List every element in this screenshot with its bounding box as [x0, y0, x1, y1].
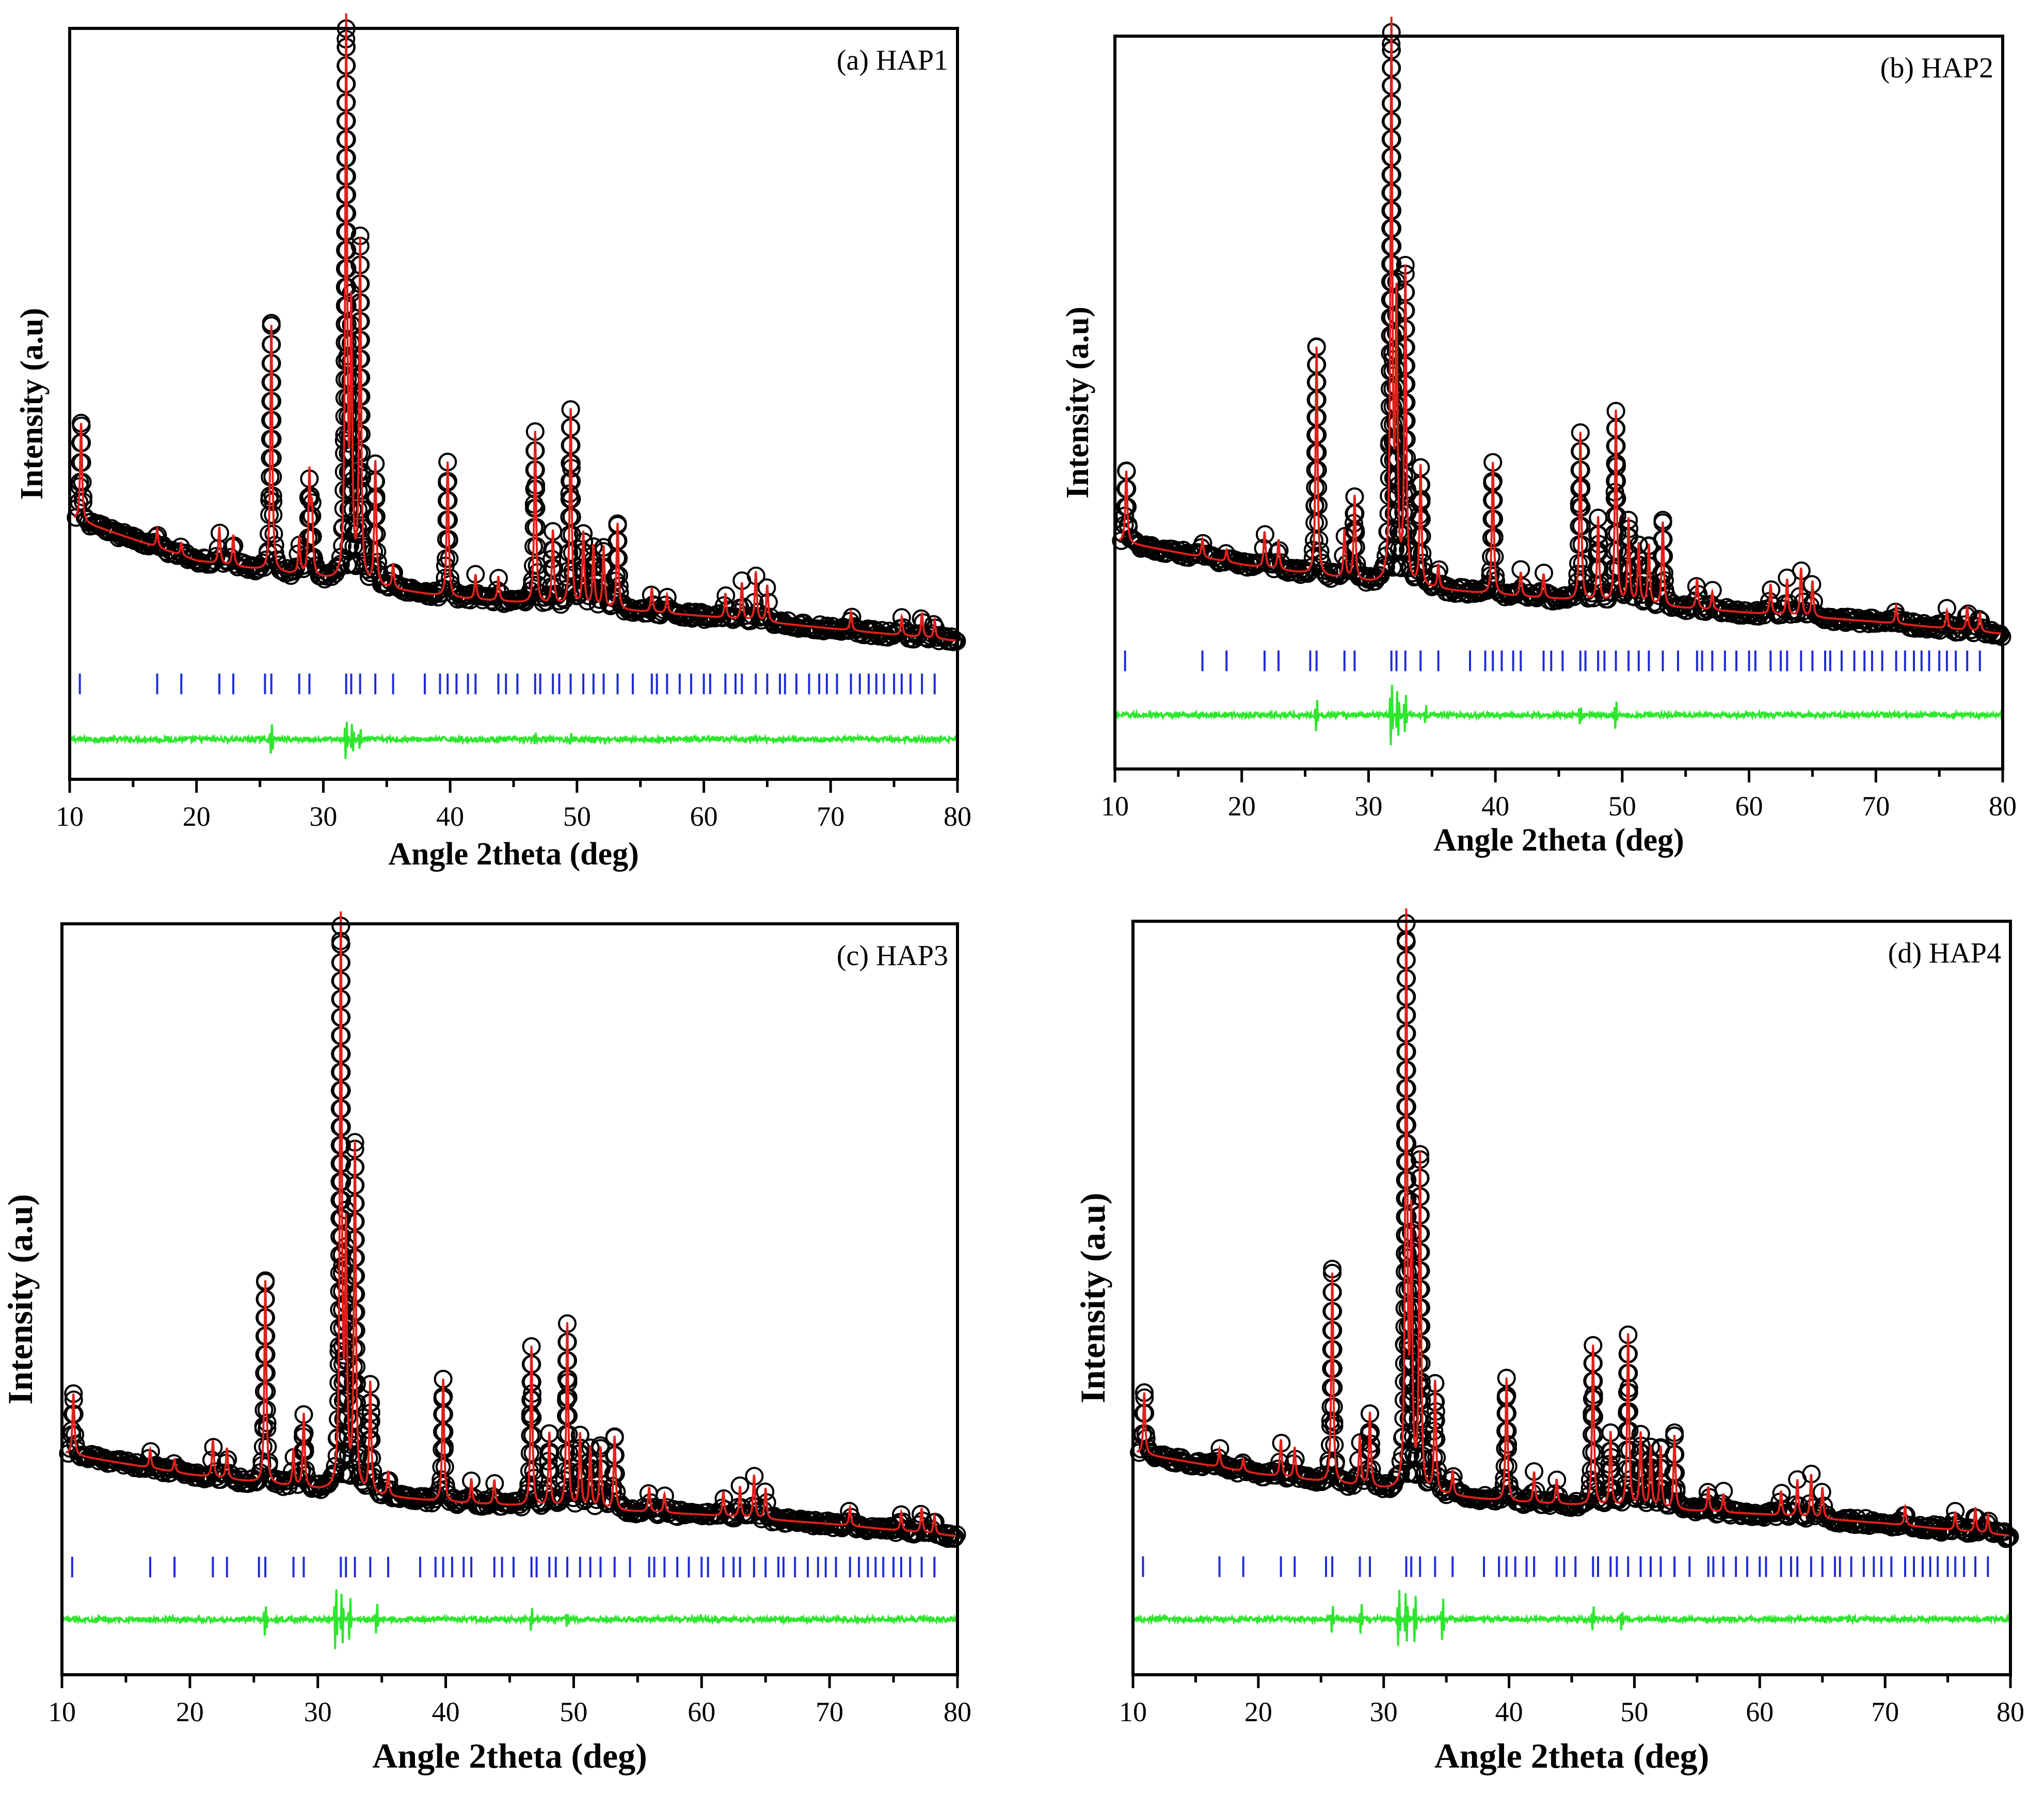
y-axis-label-c: Intensity (a.u) [1, 1194, 40, 1404]
observed-point-d-597 [1399, 1446, 1418, 1465]
plot-frame-b [1113, 35, 2004, 771]
x-tick-label-b-30: 30 [1354, 791, 1382, 822]
x-axis-label-a: Angle 2theta (deg) [388, 837, 639, 872]
panel-title-a: (a) HAP1 [837, 44, 948, 76]
bragg-ticks-d [1142, 1556, 1989, 1577]
x-tick-label-a-80: 80 [944, 801, 971, 832]
x-tick-label-d-50: 50 [1620, 1696, 1648, 1727]
x-tick-label-b-80: 80 [1989, 791, 2017, 822]
difference-curve-c [61, 1589, 959, 1649]
x-tick-label-a-40: 40 [436, 801, 464, 832]
observed-point-a-147 [328, 557, 346, 576]
x-tick-label-a-30: 30 [309, 801, 337, 832]
panel-title-d: (d) HAP4 [1888, 937, 2001, 969]
panel-title-b: (b) HAP2 [1880, 52, 1993, 84]
x-axis-a: 10 20 30 40 50 60 70 80 [56, 779, 971, 832]
y-axis-label-a: Intensity (a.u) [14, 308, 50, 500]
x-tick-label-c-80: 80 [944, 1696, 971, 1727]
x-tick-label-a-20: 20 [183, 801, 211, 832]
observed-point-a-637 [346, 556, 365, 575]
x-axis-label-d: Angle 2theta (deg) [1434, 1736, 1710, 1775]
x-axis-d: 10 20 30 40 50 60 70 80 [1119, 1675, 2024, 1727]
observed-point-a-639 [348, 537, 367, 556]
calculated-curve-b [1119, 17, 2003, 635]
x-tick-label-d-40: 40 [1495, 1696, 1523, 1727]
x-axis-label-c: Angle 2theta (deg) [372, 1736, 647, 1775]
difference-curve-a [69, 722, 959, 759]
y-axis-label-b: Intensity (a.u) [1060, 307, 1095, 499]
x-tick-label-c-20: 20 [176, 1696, 204, 1727]
x-tick-label-a-50: 50 [563, 801, 591, 832]
x-axis-b: 10 20 30 40 50 60 70 80 [1101, 769, 2017, 822]
observed-point-b-464 [1936, 612, 1955, 631]
bragg-ticks-c [71, 1557, 936, 1578]
observed-point-a-538 [301, 509, 320, 527]
panel-b: 10 20 30 40 50 60 70 80 (b) HAP2 Angle 2theta (de… [1060, 17, 2017, 858]
panel-title-c: (c) HAP3 [837, 940, 948, 972]
x-tick-label-d-70: 70 [1871, 1696, 1899, 1727]
x-tick-label-c-70: 70 [816, 1696, 843, 1727]
observed-point-b-495 [1991, 624, 2010, 644]
bragg-ticks-a [78, 674, 936, 695]
x-tick-label-c-30: 30 [304, 1696, 332, 1727]
difference-curve-b [1114, 684, 2003, 746]
x-tick-label-d-10: 10 [1119, 1696, 1147, 1727]
x-tick-label-a-10: 10 [56, 801, 84, 832]
x-tick-label-b-50: 50 [1608, 791, 1636, 822]
x-tick-label-b-10: 10 [1101, 791, 1129, 822]
bragg-ticks-b [1124, 650, 1981, 671]
observed-point-a-489 [935, 628, 954, 647]
x-tick-label-b-60: 60 [1735, 791, 1763, 822]
panel-a: 10 20 30 40 50 60 70 80 (a) HAP1 Angle 2theta (de… [14, 13, 971, 872]
x-tick-label-c-50: 50 [560, 1696, 587, 1727]
panel-c: 10 20 30 40 50 60 70 80 (c) HAP3 Angle 2theta (de… [1, 911, 971, 1775]
x-tick-label-d-80: 80 [1997, 1696, 2024, 1727]
x-tick-label-d-60: 60 [1746, 1696, 1774, 1727]
observed-points-b [1112, 23, 2011, 646]
x-tick-label-a-60: 60 [690, 801, 718, 832]
x-tick-label-b-40: 40 [1481, 791, 1509, 822]
observed-points-c [59, 917, 966, 1548]
observed-points-d [1130, 914, 2019, 1548]
x-tick-label-b-70: 70 [1862, 791, 1890, 822]
x-tick-label-c-60: 60 [688, 1696, 715, 1727]
x-tick-label-c-40: 40 [432, 1696, 460, 1727]
x-tick-label-b-20: 20 [1228, 791, 1256, 822]
x-axis-c: 10 20 30 40 50 60 70 80 [48, 1675, 971, 1727]
plot-frame-a [68, 27, 959, 781]
x-axis-label-b: Angle 2theta (deg) [1433, 823, 1684, 858]
x-tick-label-d-20: 20 [1244, 1696, 1272, 1727]
observed-points-a [67, 19, 966, 651]
x-tick-label-c-10: 10 [48, 1696, 76, 1727]
calculated-curve-d [1136, 908, 2010, 1537]
x-tick-label-a-70: 70 [817, 801, 844, 832]
observed-point-c-147 [322, 1467, 341, 1486]
y-axis-label-d: Intensity (a.u) [1073, 1193, 1112, 1403]
calculated-curve-a [73, 13, 957, 642]
plot-frame-c [60, 922, 959, 1676]
observed-point-c-474 [908, 1524, 927, 1543]
observed-point-c-495 [946, 1528, 964, 1547]
calculated-curve-c [66, 911, 957, 1537]
plot-frame-d [1131, 920, 2012, 1676]
difference-curve-d [1132, 1590, 2011, 1646]
x-tick-label-d-30: 30 [1370, 1696, 1398, 1727]
panel-d: 10 20 30 40 50 60 70 80 (d) HAP4 Angle 2theta (de… [1073, 908, 2024, 1775]
